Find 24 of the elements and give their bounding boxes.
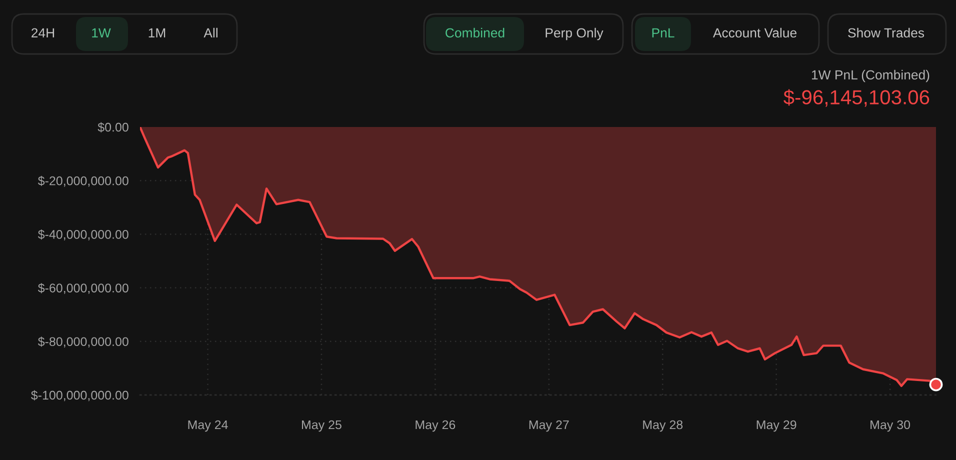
text: Show Trades bbox=[848, 28, 924, 38]
chart-title: 1W PnL (Combined) bbox=[812, 70, 930, 82]
x-tick-label: May 25 bbox=[302, 420, 342, 432]
y-tick-label: $0.00 bbox=[98, 122, 128, 132]
x-tick-label: May 27 bbox=[529, 420, 569, 432]
text: 24H bbox=[32, 28, 54, 38]
y-tick-label: $-40,000,000.00 bbox=[38, 229, 128, 240]
text: Combined bbox=[446, 28, 504, 38]
text: All bbox=[204, 28, 218, 38]
y-tick-label: $-80,000,000.00 bbox=[38, 336, 128, 348]
y-tick-label: $-20,000,000.00 bbox=[38, 176, 128, 187]
text: Account Value bbox=[712, 28, 796, 38]
text: Perp Only bbox=[546, 28, 604, 40]
text: 1M bbox=[148, 28, 166, 38]
x-tick-label: May 29 bbox=[756, 420, 796, 432]
chart-subtitle: $-96,145,103.06 bbox=[784, 89, 930, 107]
text: 1W bbox=[92, 28, 111, 38]
y-tick-label: $-60,000,000.00 bbox=[38, 283, 128, 294]
y-tick-label: $-100,000,000.00 bbox=[31, 390, 128, 402]
x-tick-label: May 28 bbox=[643, 420, 683, 432]
x-tick-label: May 24 bbox=[188, 420, 228, 432]
x-tick-label: May 30 bbox=[870, 420, 910, 432]
text: PnL bbox=[652, 28, 674, 38]
x-tick-label: May 26 bbox=[416, 420, 456, 432]
